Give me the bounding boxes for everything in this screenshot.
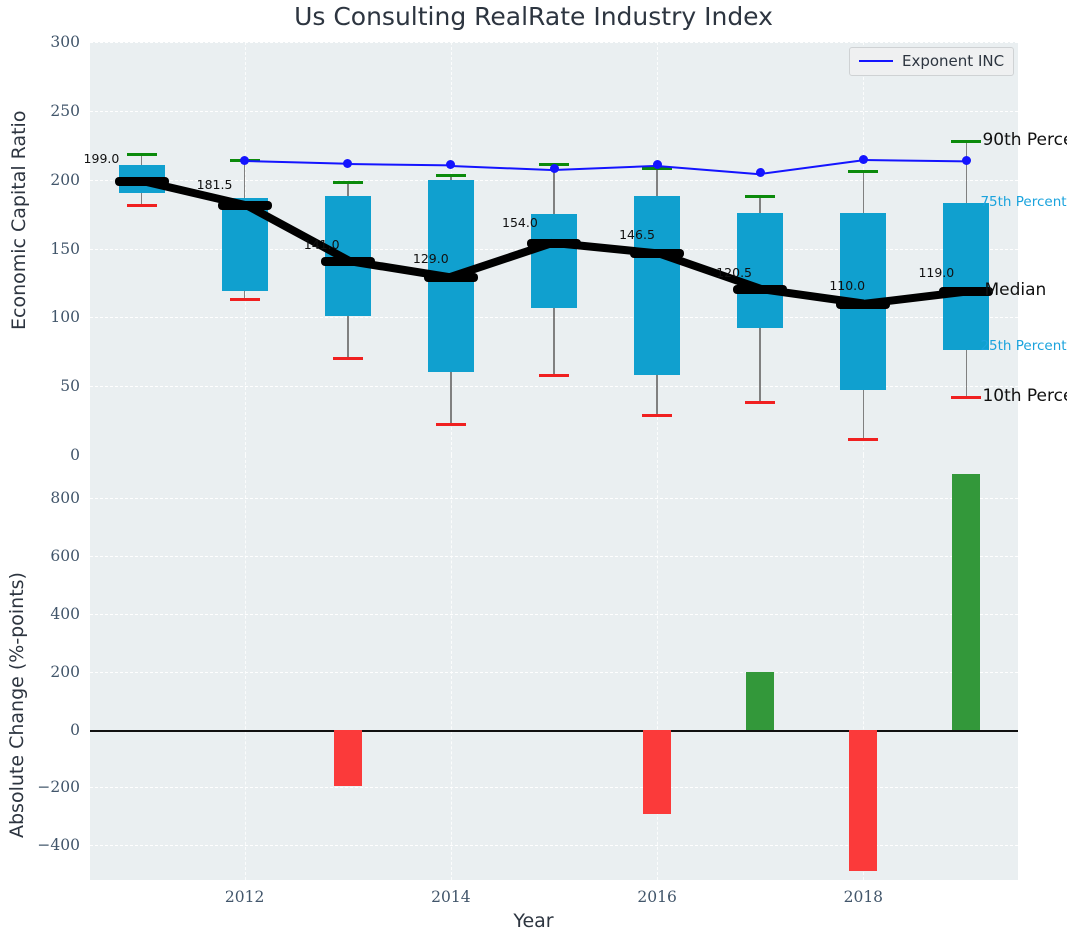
boxplot-box	[737, 212, 784, 329]
legend-label: Exponent INC	[902, 52, 1005, 70]
gridline-horizontal	[90, 110, 1018, 112]
exponent-data-point	[755, 168, 765, 178]
bar-2013	[333, 729, 362, 787]
ytick-label-bottom: 0	[70, 720, 80, 739]
boxplot-cap-p90	[848, 169, 879, 173]
boxplot-cap-p10	[951, 395, 982, 399]
annotation-median: Median	[984, 280, 1047, 301]
median-marker	[939, 287, 994, 297]
median-value-label: 120.5	[716, 265, 753, 281]
exponent-data-point	[240, 155, 250, 165]
gridline-horizontal	[90, 614, 1018, 615]
gridline-horizontal	[90, 845, 1018, 847]
plot-area-absolute-change	[90, 455, 1018, 880]
ytick-label-top: 200	[50, 170, 80, 189]
ytick-label-top: 50	[60, 377, 80, 396]
ytick-label-bottom: 600	[50, 547, 80, 566]
chart-title: Us Consulting RealRate Industry Index	[294, 2, 773, 31]
boxplot-box	[221, 197, 268, 292]
boxplot-cap-p10	[848, 438, 879, 442]
median-marker	[423, 273, 478, 283]
ytick-label-bottom: 800	[50, 489, 80, 508]
boxplot-cap-p10	[435, 423, 466, 427]
annotation-p25: 25th Percentile	[980, 338, 1067, 355]
xtick-label: 2018	[843, 888, 884, 906]
boxplot-cap-p10	[332, 357, 363, 361]
gridline-vertical	[657, 455, 659, 880]
gridline-vertical	[244, 455, 246, 880]
zero-axis-line	[90, 729, 1018, 732]
exponent-data-point	[446, 160, 456, 170]
annotation-p75: 75th Percentile	[980, 194, 1067, 211]
exponent-data-point	[549, 164, 559, 174]
bar-2019	[952, 473, 981, 730]
ytick-label-bottom: 200	[50, 662, 80, 681]
annotation-p90: 90th Percentile	[982, 130, 1067, 151]
exponent-data-point	[652, 160, 662, 170]
median-marker	[836, 299, 891, 309]
gridline-vertical	[450, 455, 452, 880]
xtick-label: 2016	[637, 888, 677, 906]
boxplot-cap-p10	[126, 204, 157, 208]
gridline-horizontal	[90, 671, 1018, 673]
ytick-label-top: 0	[70, 446, 80, 464]
boxplot-cap-p10	[745, 401, 776, 405]
y-axis-label-bottom: Absolute Change (%-points)	[6, 572, 28, 838]
bar-2016	[643, 729, 672, 815]
xtick-label: 2014	[431, 888, 471, 906]
ytick-label-bottom: −400	[37, 836, 80, 855]
ytick-label-bottom: −200	[37, 778, 80, 797]
ytick-label-top: 100	[50, 308, 80, 327]
boxplot-cap-p90	[435, 174, 466, 178]
median-value-label: 181.5	[196, 177, 233, 193]
boxplot-cap-p90	[745, 194, 776, 198]
ytick-label-top: 150	[50, 239, 80, 258]
boxplot-box	[324, 196, 371, 316]
median-marker	[630, 249, 685, 259]
x-axis-label: Year	[513, 910, 554, 932]
bar-2018	[849, 729, 878, 872]
gridline-horizontal	[90, 498, 1018, 500]
boxplot-cap-p10	[539, 373, 569, 377]
median-value-label: 110.0	[829, 277, 866, 293]
xtick-label: 2012	[224, 888, 265, 906]
median-value-label: 154.0	[502, 214, 538, 230]
boxplot-cap-p90	[951, 139, 982, 143]
median-marker	[733, 285, 788, 295]
median-marker	[217, 201, 272, 211]
boxplot-box	[634, 196, 681, 376]
gridline-horizontal	[90, 556, 1018, 558]
boxplot-cap-p10	[229, 297, 260, 301]
boxplot-box	[531, 214, 577, 308]
annotation-p10: 10th Percentile	[982, 386, 1067, 407]
ytick-label-top: 300	[50, 33, 80, 51]
gridline-horizontal	[90, 42, 1018, 43]
gridline-vertical	[863, 455, 865, 880]
median-value-label: 146.5	[619, 227, 655, 243]
boxplot-cap-p90	[126, 153, 157, 157]
exponent-data-point	[343, 158, 353, 168]
exponent-data-point	[858, 154, 868, 164]
ytick-label-top: 250	[50, 101, 80, 120]
gridline-horizontal	[90, 787, 1018, 789]
bar-2017	[746, 671, 775, 730]
exponent-data-point	[961, 155, 971, 165]
legend-line-icon	[859, 60, 893, 62]
legend-exponent-inc[interactable]: Exponent INC	[849, 47, 1015, 76]
median-value-label: 129.0	[412, 251, 449, 267]
median-marker	[114, 177, 169, 187]
median-marker	[527, 238, 581, 248]
y-axis-label-top: Economic Capital Ratio	[8, 110, 30, 330]
boxplot-box	[943, 203, 990, 351]
ytick-label-bottom: 400	[50, 605, 80, 623]
median-value-label: 199.0	[83, 151, 120, 167]
median-value-label: 119.0	[918, 265, 955, 281]
boxplot-cap-p10	[642, 413, 673, 417]
median-marker	[320, 256, 375, 266]
gridline-horizontal	[90, 386, 1018, 388]
boxplot-cap-p90	[332, 180, 363, 184]
median-value-label: 141.0	[303, 236, 340, 252]
